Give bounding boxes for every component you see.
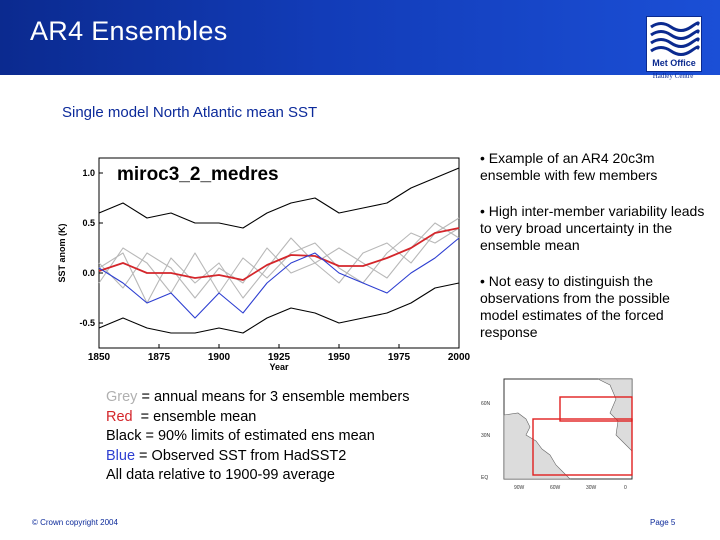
sst-line-chart: 1850 1875 1900 1925 1950 1975 2000 1.0 0.5 0.0 -0.… (57, 157, 470, 370)
legend-key: Red (106, 408, 133, 425)
north-atlantic-box (532, 418, 633, 476)
chart-title: miroc3_2_medres (117, 164, 279, 185)
x-axis-label: Year (269, 362, 289, 370)
map-lon-label: 30W (586, 485, 597, 491)
north-atlantic-region-map: 60N 30N EQ 90W 60W 30W 0 (481, 378, 633, 491)
map-lat-label: 60N (481, 401, 491, 407)
americas-coast-shape (503, 412, 571, 480)
map-lat-label: EQ (481, 475, 488, 481)
x-tick-label: 2000 (448, 352, 470, 363)
legend-key: Black (106, 428, 142, 444)
legend-key: Grey (106, 389, 138, 405)
series-line-lower-90-limit (98, 282, 460, 334)
wave-logo-icon (650, 21, 700, 56)
page-number: Page 5 (650, 518, 676, 527)
map-lon-label: 90W (514, 485, 525, 491)
series-line-observed (98, 237, 460, 319)
y-tick-label: 1.0 (82, 168, 95, 178)
x-tick-label: 1900 (208, 352, 231, 363)
bullet-item: • Not easy to distinguish the observatio… (480, 273, 670, 340)
x-tick-label: 1875 (148, 352, 171, 363)
x-tick-label: 1850 (88, 352, 111, 363)
series-line-member (98, 227, 460, 294)
bullet-item: • Example of an AR4 20c3m ensemble with … (480, 150, 658, 183)
legend-row: Blue = Observed SST from HadSST2 (106, 447, 409, 467)
header-bar: AR4 Ensembles Met Office (0, 0, 720, 75)
x-tick-label: 1975 (388, 352, 411, 363)
series-line-ensemble-mean (98, 227, 460, 281)
legend-row: All data relative to 1900-99 average (106, 466, 409, 486)
map-panel (503, 378, 633, 480)
bullet-item: • High inter-member variability leads to… (480, 203, 705, 253)
map-lon-label: 60W (550, 485, 561, 491)
bullet-list: • Example of an AR4 20c3m ensemble with … (480, 150, 710, 360)
y-axis-label: SST anom (K) (57, 223, 67, 282)
logo-text: Met Office (652, 58, 696, 68)
legend-key: Blue (106, 447, 136, 464)
y-tick-label: -0.5 (79, 318, 95, 328)
y-tick-label: 0.5 (82, 218, 95, 228)
x-tick-label: 1925 (268, 352, 291, 363)
y-tick-label: 0.0 (82, 268, 95, 278)
legend-text: = ensemble mean (132, 408, 257, 425)
legend-row: Black = 90% limits of estimated ens mean (106, 427, 409, 447)
legend-text: = 90% limits of estimated ens mean (141, 428, 375, 444)
map-lat-label: 30N (481, 433, 491, 439)
slide-title: AR4 Ensembles (30, 16, 228, 46)
series-line-upper-90-limit (98, 167, 460, 229)
slide-subtitle: Single model North Atlantic mean SST (62, 104, 318, 121)
north-atlantic-box-upper (559, 396, 633, 422)
map-lon-label: 0 (624, 485, 627, 491)
x-tick-label: 1950 (328, 352, 351, 363)
met-office-logo: Met Office (646, 16, 702, 72)
legend-text: All data relative to 1900-99 average (106, 467, 335, 483)
copyright-footer: © Crown copyright 2004 (32, 518, 118, 527)
chart-legend: Grey = annual means for 3 ensemble membe… (106, 388, 409, 486)
legend-text: = annual means for 3 ensemble members (137, 389, 410, 405)
hadley-centre-label: Hadley Centre (652, 72, 694, 80)
legend-row: Grey = annual means for 3 ensemble membe… (106, 388, 409, 408)
legend-text: = Observed SST from HadSST2 (135, 447, 347, 464)
legend-row: Red = ensemble mean (106, 408, 409, 428)
